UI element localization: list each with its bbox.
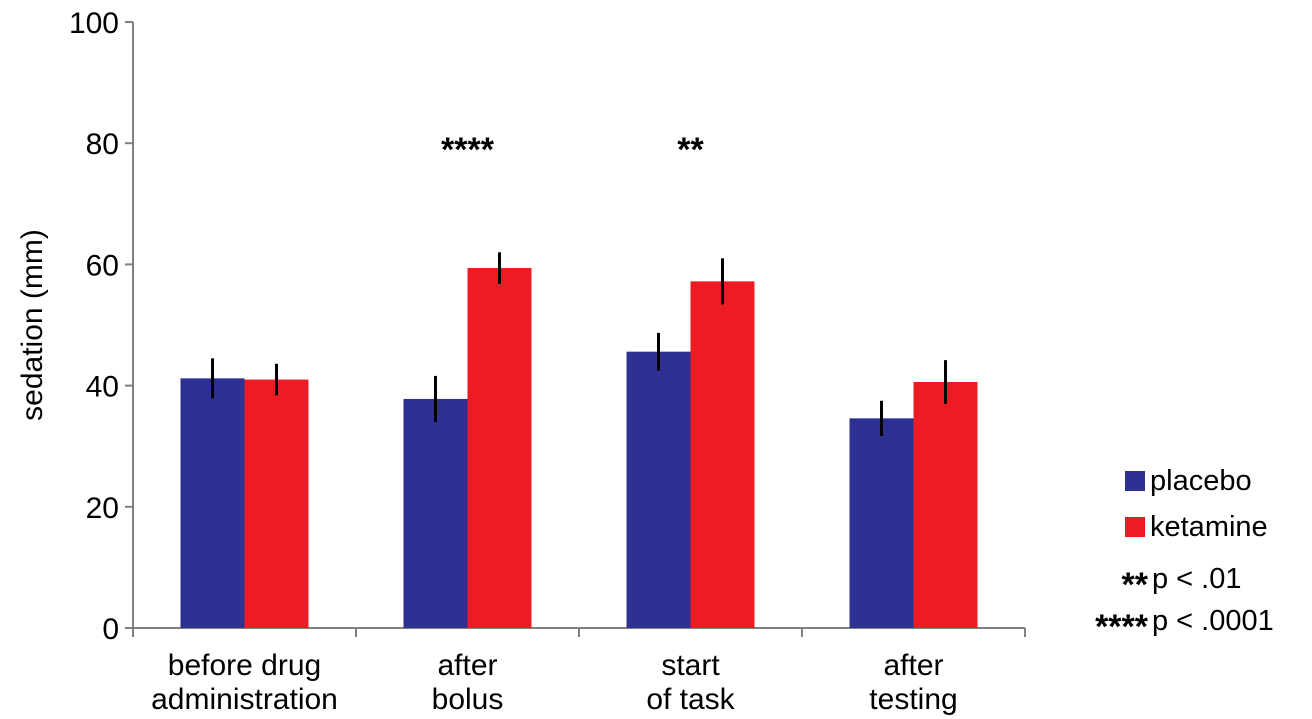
x-tick-label: of task: [646, 683, 735, 716]
y-tick-label: 80: [86, 128, 119, 161]
bar-ketamine-3: [913, 381, 978, 628]
x-tick-label: start: [661, 649, 720, 682]
x-tick-label: after: [437, 649, 497, 682]
bar-ketamine-2: [690, 281, 755, 628]
legend-note-text: p < .0001: [1152, 605, 1274, 637]
legend-note-marker: **: [1122, 566, 1149, 604]
legend-label-placebo: placebo: [1150, 465, 1252, 497]
y-axis: 0 20 40 60 80 100: [69, 7, 134, 646]
y-tick-label: 0: [102, 613, 119, 646]
significance-marker: ****: [441, 131, 495, 169]
bars: [180, 268, 978, 628]
y-tick-label: 100: [69, 7, 119, 40]
bar-ketamine-0: [244, 379, 309, 628]
bar-placebo-0: [180, 378, 245, 628]
y-tick-label: 60: [86, 249, 119, 282]
legend-swatch-ketamine: [1125, 517, 1145, 537]
bar-placebo-1: [403, 398, 468, 628]
bar-ketamine-1: [467, 268, 532, 628]
x-tick-label: bolus: [432, 683, 504, 716]
significance-markers: **** **: [441, 131, 704, 169]
significance-marker: **: [677, 131, 704, 169]
y-axis-label: sedation (mm): [16, 229, 49, 421]
legend-label-ketamine: ketamine: [1150, 511, 1268, 543]
x-tick-label: after: [883, 649, 943, 682]
error-bars: [211, 252, 947, 436]
legend-note-text: p < .01: [1152, 563, 1242, 595]
x-axis: before drugadministrationafterbolusstart…: [132, 627, 1026, 716]
bar-placebo-2: [626, 351, 691, 628]
x-tick-label: testing: [869, 683, 957, 716]
x-tick-label: administration: [151, 683, 338, 716]
y-tick-label: 20: [86, 492, 119, 525]
legend-swatch-placebo: [1125, 471, 1145, 491]
x-tick-label: before drug: [168, 649, 321, 682]
bar-placebo-3: [849, 418, 914, 628]
y-tick-label: 40: [86, 371, 119, 404]
legend: placebo ketamine** p < .01**** p < .0001: [1095, 465, 1274, 646]
legend-note-marker: ****: [1095, 608, 1149, 646]
